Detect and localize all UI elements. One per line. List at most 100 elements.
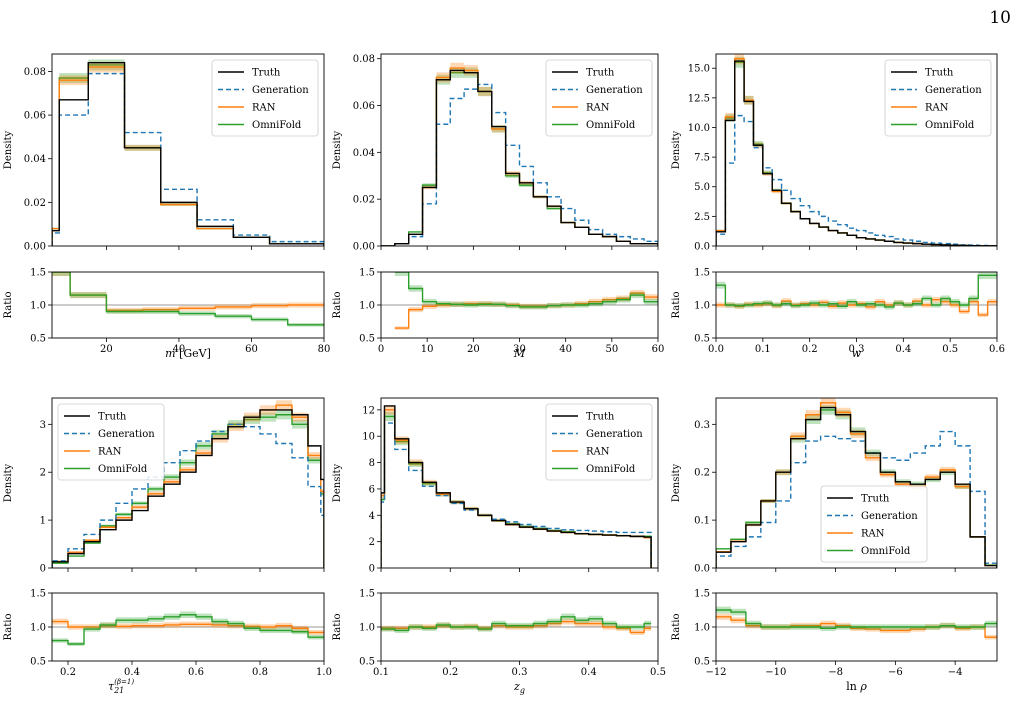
y-tick-label: 2.5	[694, 212, 710, 223]
legend: Truth Generation RAN OmniFold	[211, 59, 319, 137]
legend-label-truth: Truth	[98, 412, 127, 423]
legend-label-truth: Truth	[586, 412, 615, 423]
ratio-line-omnifold	[52, 614, 324, 645]
legend-label-omnifold: OmniFold	[925, 120, 975, 131]
y-tick-label: 15.0	[688, 64, 710, 75]
x-tick-label: 0.2	[802, 344, 818, 355]
legend-box	[57, 403, 165, 481]
ratio-y-tick-label: 1.5	[694, 268, 710, 279]
legend-label-truth: Truth	[586, 68, 615, 79]
uncertainty-band-omnifold	[52, 410, 324, 564]
ratio-y-axis-label: Ratio	[332, 614, 343, 641]
y-axis-label: Density	[3, 130, 14, 169]
x-axis-label: M	[513, 347, 526, 360]
y-tick-label: 0.02	[353, 195, 375, 206]
x-tick-label: 0.6	[989, 344, 1005, 355]
ratio-line-omnifold	[716, 274, 997, 308]
ratio-band-omnifold	[381, 613, 652, 633]
uncertainty-band-ran	[52, 400, 324, 562]
ratio-y-tick-label: 0.5	[694, 657, 710, 668]
x-tick-label: −8	[828, 667, 843, 678]
series-line-truth	[716, 406, 997, 568]
y-tick-label: 0	[40, 564, 46, 575]
legend: Truth Generation RAN OmniFold	[884, 59, 992, 137]
x-tick-label: 0.6	[188, 667, 204, 678]
ratio-y-tick-label: 1.5	[30, 268, 46, 279]
ratio-y-tick-label: 1.0	[30, 623, 46, 634]
y-tick-label: 0.06	[353, 101, 375, 112]
legend-label-omnifold: OmniFold	[98, 464, 148, 475]
x-tick-label: 60	[245, 344, 258, 355]
y-tick-label: 0.0	[694, 564, 710, 575]
ratio-band-ran	[394, 290, 658, 330]
legend-box	[820, 485, 928, 563]
legend-label-generation: Generation	[925, 85, 982, 96]
x-tick-label: 50	[605, 344, 618, 355]
x-tick-label: 40	[559, 344, 572, 355]
x-tick-label: 0.3	[849, 344, 865, 355]
x-tick-label: 0.4	[581, 667, 597, 678]
legend-label-ran: RAN	[98, 447, 122, 458]
ratio-y-axis-label: Ratio	[671, 614, 682, 641]
y-axis-label: Density	[332, 130, 343, 169]
ratio-y-tick-label: 1.0	[359, 623, 375, 634]
series-line-generation	[716, 430, 997, 568]
x-tick-label: −10	[765, 667, 786, 678]
y-tick-label: 0.08	[24, 67, 46, 78]
x-axis-label-var: ρ	[859, 680, 867, 693]
x-tick-label: 10	[421, 344, 434, 355]
x-tick-label: 0.1	[373, 667, 389, 678]
ratio-y-tick-label: 1.0	[30, 301, 46, 312]
x-axis-label: τ21(β=1)	[108, 678, 134, 695]
legend: Truth Generation RAN OmniFold	[820, 485, 928, 563]
x-axis-label-sup: (β=1)	[114, 678, 134, 686]
ratio-y-tick-label: 1.0	[694, 623, 710, 634]
x-tick-label: 0.0	[708, 344, 724, 355]
legend-label-truth: Truth	[861, 494, 890, 505]
y-tick-label: 0.04	[24, 154, 46, 165]
legend-label-ran: RAN	[252, 103, 276, 114]
y-tick-label: 0.2	[694, 468, 710, 479]
x-axis-label-fn: ln	[846, 680, 860, 693]
series-line-truth	[52, 62, 324, 246]
ratio-y-tick-label: 0.5	[30, 334, 46, 345]
y-tick-label: 0.00	[353, 242, 375, 253]
chart-panel-5: 0 2 4 6 8 10 12 Density Truth Generation RAN OmniFo…	[332, 397, 666, 695]
ratio-y-tick-label: 0.5	[30, 657, 46, 668]
y-tick-label: 12	[362, 405, 375, 416]
legend-label-generation: Generation	[252, 85, 309, 96]
y-tick-label: 0.06	[24, 111, 46, 122]
ratio-y-tick-label: 0.5	[694, 334, 710, 345]
x-tick-label: 0.2	[442, 667, 458, 678]
ratio-y-axis-label: Ratio	[3, 614, 14, 641]
axes-frame	[51, 53, 325, 247]
y-tick-label: 1	[40, 516, 46, 527]
legend: Truth Generation RAN OmniFold	[545, 59, 653, 137]
x-tick-label: 0.2	[60, 667, 76, 678]
y-tick-label: 10.0	[688, 123, 710, 134]
y-tick-label: 10	[362, 432, 375, 443]
legend-label-generation: Generation	[586, 429, 643, 440]
legend-box	[545, 59, 653, 137]
y-tick-label: 0	[369, 564, 375, 575]
legend-box	[884, 59, 992, 137]
legend-label-ran: RAN	[586, 103, 610, 114]
series-line-generation	[381, 422, 652, 568]
ratio-y-tick-label: 1.5	[359, 268, 375, 279]
y-tick-label: 0.04	[353, 148, 375, 159]
x-tick-label: 0.3	[512, 667, 528, 678]
x-axis-label-unit: [GeV]	[176, 347, 211, 360]
x-axis-label-sub: 21	[113, 686, 124, 695]
y-tick-label: 8	[369, 458, 375, 469]
ratio-band-ran	[52, 272, 324, 313]
x-tick-label: −6	[888, 667, 903, 678]
x-tick-label: 60	[652, 344, 665, 355]
y-tick-label: 0.08	[353, 54, 375, 65]
ratio-y-tick-label: 1.5	[30, 589, 46, 600]
series-line-truth	[716, 60, 997, 246]
legend-label-ran: RAN	[861, 529, 885, 540]
ratio-line-omnifold	[381, 616, 652, 632]
legend-label-ran: RAN	[925, 103, 949, 114]
legend-label-generation: Generation	[586, 85, 643, 96]
